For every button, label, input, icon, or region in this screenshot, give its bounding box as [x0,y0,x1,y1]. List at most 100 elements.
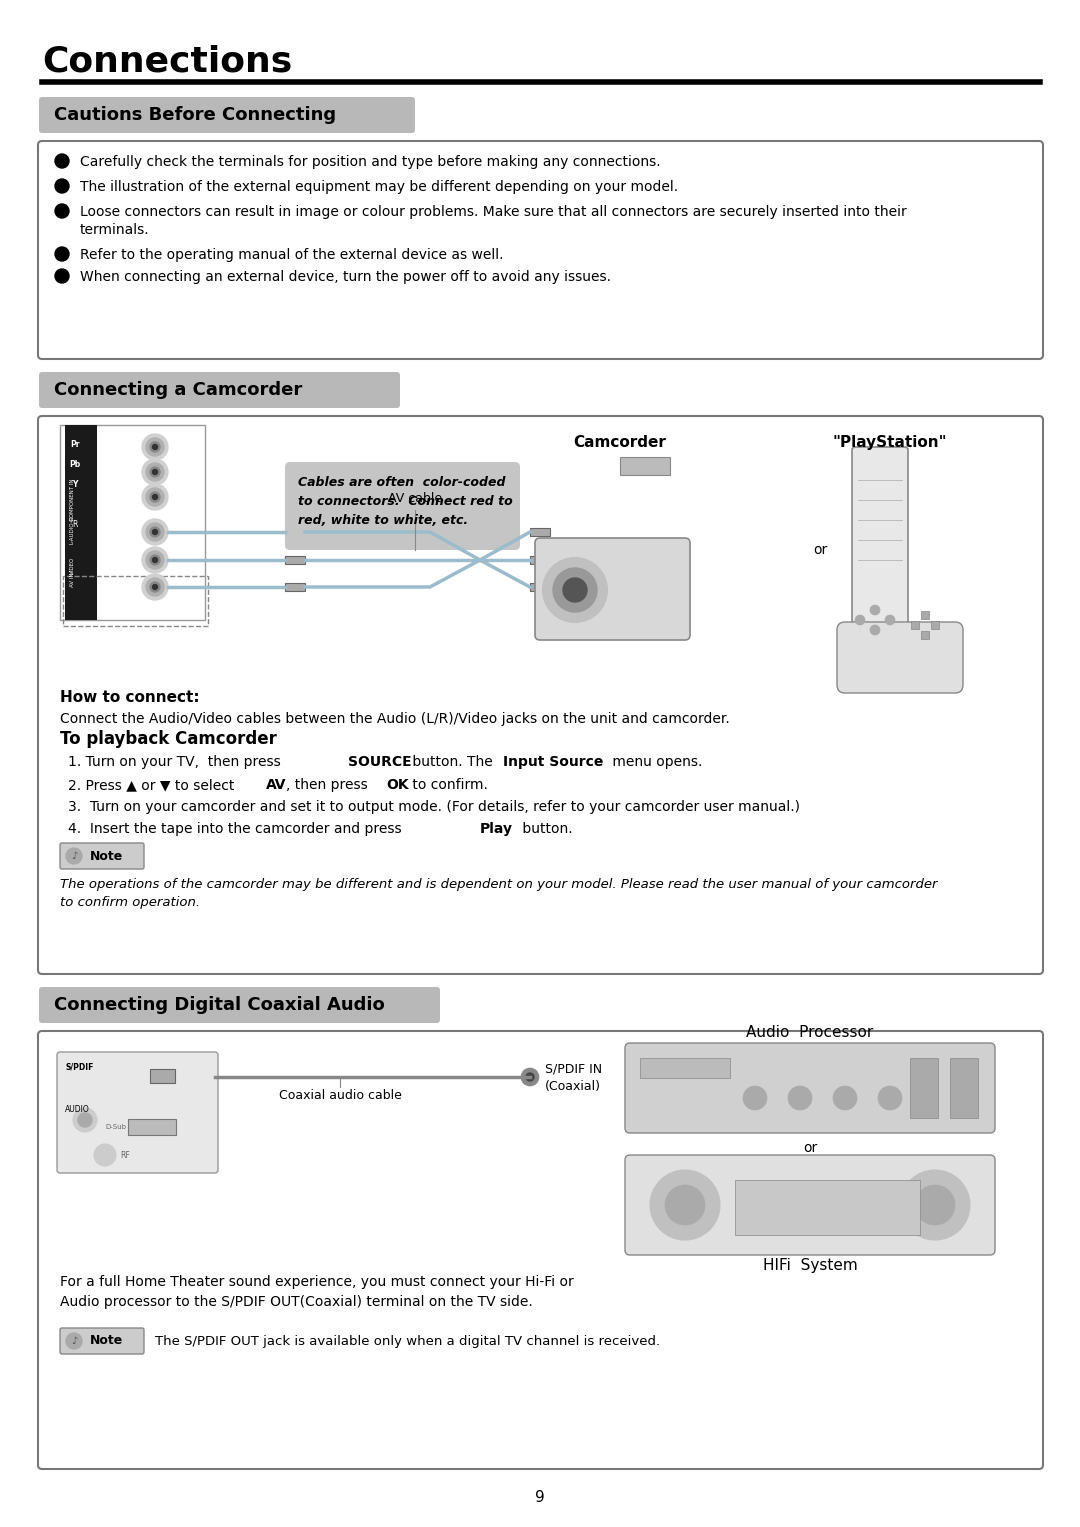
FancyBboxPatch shape [38,415,1043,974]
Bar [285,556,305,563]
Circle shape [94,1144,116,1167]
Text: SOURCE: SOURCE [348,754,411,770]
Circle shape [543,557,607,621]
Text: Loose connectors can result in image or colour problems. Make sure that all conn: Loose connectors can result in image or … [80,205,907,218]
FancyBboxPatch shape [60,1328,144,1354]
Circle shape [553,568,597,612]
Circle shape [885,615,895,625]
Circle shape [55,205,69,218]
Text: AV cable: AV cable [388,492,442,505]
Circle shape [526,1073,534,1081]
FancyBboxPatch shape [38,1031,1043,1469]
Circle shape [152,444,158,449]
FancyBboxPatch shape [39,373,400,408]
Text: Note: Note [90,1335,123,1347]
Circle shape [152,585,158,589]
Circle shape [146,579,164,596]
Circle shape [915,1185,955,1225]
Bar [65,425,97,615]
Text: How to connect:: How to connect: [60,690,200,705]
Text: Cables are often  color-coded
to connectors.  Connect red to
red, white to white: Cables are often color-coded to connecto… [298,476,513,527]
Bar [931,621,939,629]
Text: Carefully check the terminals for position and type before making any connection: Carefully check the terminals for positi… [80,156,661,169]
Bar [640,1058,730,1078]
Circle shape [150,492,160,502]
FancyBboxPatch shape [39,986,440,1023]
Circle shape [152,557,158,562]
Circle shape [146,463,164,481]
Text: menu opens.: menu opens. [608,754,702,770]
Text: Camcorder: Camcorder [573,435,666,450]
Text: Y: Y [72,479,78,489]
Circle shape [743,1086,767,1110]
Text: ♪: ♪ [71,851,77,861]
Circle shape [855,615,865,625]
Bar [285,583,305,591]
Text: 3.  Turn on your camcorder and set it to output mode. (For details, refer to you: 3. Turn on your camcorder and set it to … [68,800,800,814]
Text: Play: Play [480,822,513,835]
FancyBboxPatch shape [535,538,690,640]
Text: The operations of the camcorder may be different and is dependent on your model.: The operations of the camcorder may be d… [60,878,937,909]
FancyBboxPatch shape [60,843,144,869]
Text: Connecting Digital Coaxial Audio: Connecting Digital Coaxial Audio [54,996,384,1014]
Text: Coaxial audio cable: Coaxial audio cable [279,1089,402,1102]
Circle shape [878,1086,902,1110]
Text: Note: Note [90,849,123,863]
FancyBboxPatch shape [625,1043,995,1133]
FancyBboxPatch shape [60,425,205,620]
Circle shape [141,484,168,510]
Text: OK: OK [386,777,408,793]
Text: D-Sub: D-Sub [105,1124,126,1130]
Circle shape [833,1086,858,1110]
Text: VIDEO: VIDEO [69,556,75,574]
Text: Audio  Processor: Audio Processor [746,1025,874,1040]
Text: To playback Camcorder: To playback Camcorder [60,730,276,748]
Bar [530,583,550,591]
Circle shape [150,582,160,592]
Text: 2. Press ▲ or ▼ to select: 2. Press ▲ or ▼ to select [68,777,239,793]
Text: The S/PDIF OUT jack is available only when a digital TV channel is received.: The S/PDIF OUT jack is available only wh… [156,1335,660,1347]
Text: , then press: , then press [286,777,373,793]
Circle shape [900,1170,970,1240]
FancyBboxPatch shape [57,1052,218,1173]
Text: 1. Turn on your TV,  then press: 1. Turn on your TV, then press [68,754,285,770]
Text: ♪: ♪ [71,1336,77,1345]
Circle shape [788,1086,812,1110]
Text: Cautions Before Connecting: Cautions Before Connecting [54,105,336,124]
Text: Connect the Audio/Video cables between the Audio (L/R)/Video jacks on the unit a: Connect the Audio/Video cables between t… [60,712,730,725]
Text: button.: button. [518,822,572,835]
Circle shape [66,1333,82,1348]
FancyBboxPatch shape [625,1154,995,1255]
Text: When connecting an external device, turn the power off to avoid any issues.: When connecting an external device, turn… [80,270,611,284]
Circle shape [650,1170,720,1240]
Text: AUDIO: AUDIO [65,1106,90,1115]
Circle shape [55,247,69,261]
Text: AV: AV [266,777,286,793]
Circle shape [78,1113,92,1127]
Text: or: or [802,1141,818,1154]
Bar [921,611,929,618]
Text: Connections: Connections [42,44,293,79]
Circle shape [55,269,69,282]
Bar [65,538,97,600]
Circle shape [665,1185,705,1225]
Circle shape [146,524,164,541]
Text: RF: RF [120,1150,130,1159]
Text: to confirm.: to confirm. [408,777,488,793]
Circle shape [141,434,168,460]
Circle shape [141,519,168,545]
Text: For a full Home Theater sound experience, you must connect your Hi-Fi or: For a full Home Theater sound experience… [60,1275,573,1289]
Bar [150,1069,175,1083]
Circle shape [150,441,160,452]
Circle shape [146,489,164,505]
FancyBboxPatch shape [38,140,1043,359]
FancyBboxPatch shape [39,98,415,133]
Bar [735,1180,920,1235]
Bar [530,528,550,536]
Circle shape [152,469,158,475]
Text: COMPONENT IN: COMPONENT IN [69,479,75,521]
Text: Refer to the operating manual of the external device as well.: Refer to the operating manual of the ext… [80,247,503,263]
Bar [912,621,919,629]
Circle shape [152,530,158,534]
Text: terminals.: terminals. [80,223,150,237]
